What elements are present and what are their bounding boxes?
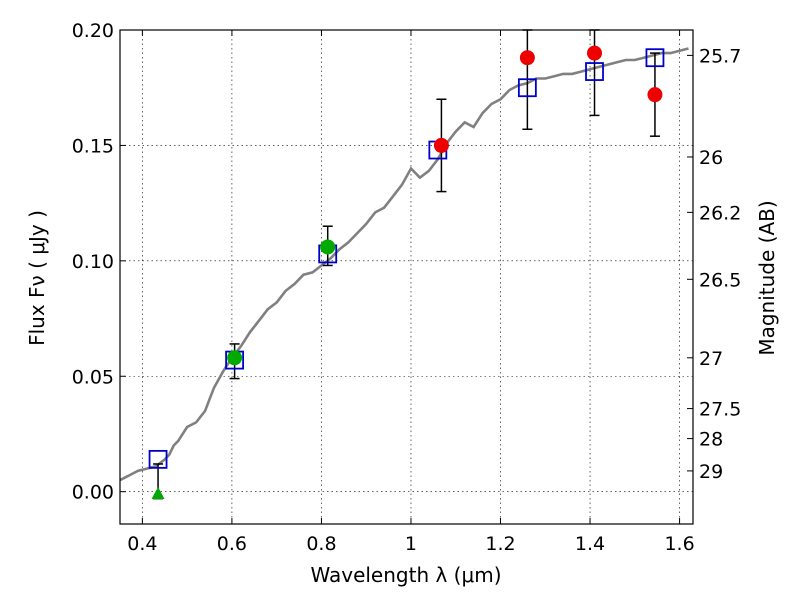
plot-area [120, 29, 689, 500]
y-tick-label: 0.00 [72, 482, 114, 504]
right-tick-label: 29 [699, 461, 723, 483]
data-point [587, 45, 603, 61]
model-square [148, 449, 168, 469]
x-tick-label: 1.6 [664, 533, 694, 555]
model-square [645, 48, 665, 68]
y-tick-label: 0.20 [72, 20, 114, 42]
right-tick-label: 26 [699, 147, 723, 169]
model-square [585, 62, 604, 81]
x-tick-label: 0.4 [127, 533, 157, 555]
y-tick-label: 0.05 [72, 366, 114, 388]
x-tick-label: 0.6 [217, 533, 247, 555]
right-tick-label: 26.2 [699, 202, 741, 224]
x-axis-label: Wavelength λ (μm) [310, 563, 501, 587]
spectrum-line [120, 47, 689, 482]
right-tick-label: 27.5 [699, 399, 741, 421]
right-axis-label: Magnitude (AB) [755, 200, 779, 355]
grid-lines [120, 29, 693, 524]
y-tick-label: 0.15 [72, 135, 114, 157]
y-tick-label: 0.10 [72, 251, 114, 273]
data-point [227, 350, 243, 366]
data-point [320, 239, 336, 255]
data-point [647, 87, 663, 103]
x-tick-label: 1.2 [485, 533, 515, 555]
model-square [517, 78, 537, 98]
right-tick-label: 25.7 [699, 45, 741, 67]
right-tick-label: 26.5 [699, 269, 741, 291]
y-axis-label: Flux Fν ( μJy ) [25, 210, 49, 346]
plot-frame [119, 29, 694, 525]
limit-triangle [151, 486, 165, 499]
x-tick-label: 0.8 [306, 533, 336, 555]
axis-ticks: 0.4 0.6 0.8 1 1.2 1.4 1.6 0.00 0.05 0.10 0.15 0.20 2… [72, 20, 742, 555]
x-tick-label: 1 [405, 533, 417, 555]
x-tick-label: 1.4 [575, 533, 605, 555]
right-tick-label: 28 [699, 429, 723, 451]
data-point [519, 50, 535, 66]
data-point [433, 137, 449, 153]
right-tick-label: 27 [699, 348, 723, 370]
